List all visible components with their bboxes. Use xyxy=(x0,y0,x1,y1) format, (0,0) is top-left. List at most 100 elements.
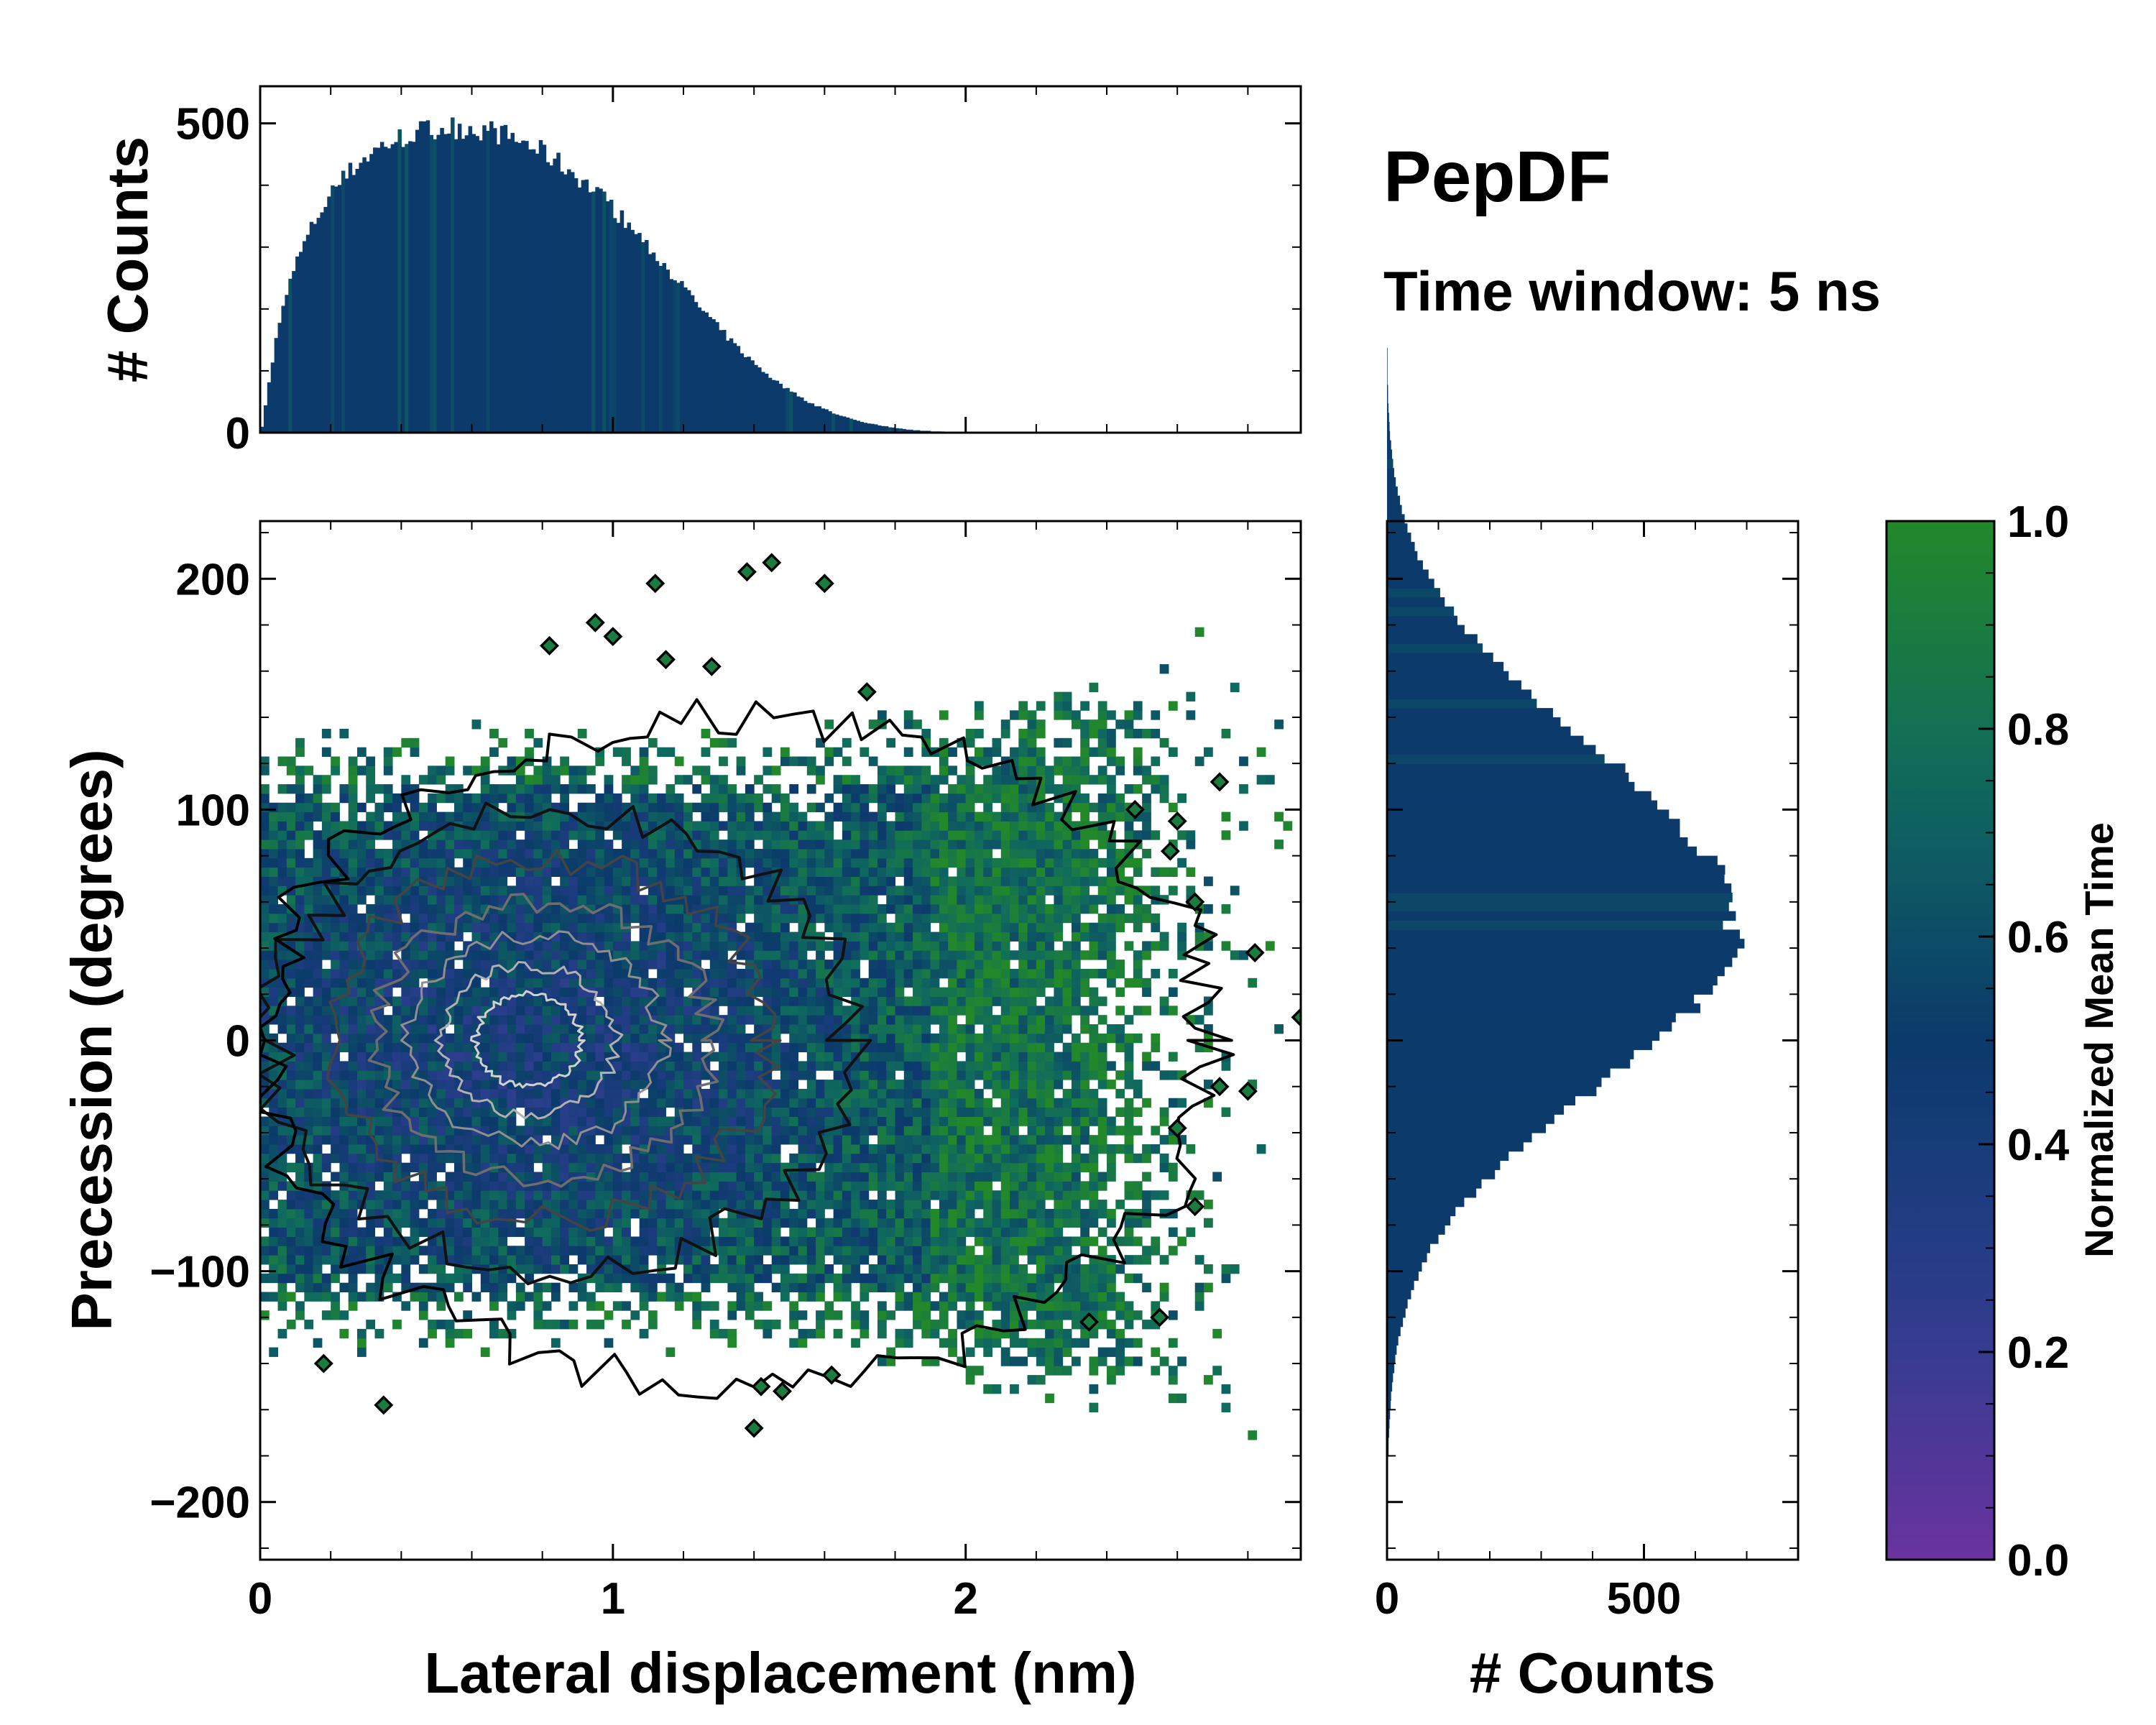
heatmap-cell xyxy=(965,1107,975,1117)
heatmap-cell xyxy=(1204,941,1213,951)
heatmap-cell xyxy=(525,932,534,942)
heatmap-cell xyxy=(780,1070,790,1080)
heatmap-cell xyxy=(833,1236,843,1246)
heatmap-cell xyxy=(286,895,296,905)
heatmap-cell xyxy=(701,1208,711,1219)
heatmap-cell xyxy=(665,1015,676,1025)
heatmap-cell xyxy=(886,1200,896,1210)
heatmap-cell xyxy=(939,1227,949,1237)
heatmap-cell xyxy=(542,1264,552,1274)
heatmap-cell xyxy=(930,1282,940,1293)
heatmap-cell xyxy=(383,1015,393,1025)
heatmap-cell xyxy=(489,1301,499,1311)
heatmap-cell xyxy=(612,913,622,924)
heatmap-cell xyxy=(374,1246,384,1256)
heatmap-cell xyxy=(877,1328,887,1339)
heatmap-cell xyxy=(1097,1070,1107,1080)
heatmap-cell xyxy=(630,1282,640,1293)
top-hist-bar xyxy=(453,139,459,433)
heatmap-cell xyxy=(868,1080,878,1090)
heatmap-cell xyxy=(418,886,428,896)
heatmap-cell xyxy=(295,968,305,979)
heatmap-cell xyxy=(418,1292,428,1302)
heatmap-cell xyxy=(1115,1328,1125,1339)
heatmap-cell xyxy=(374,1162,384,1173)
heatmap-cell xyxy=(348,1135,358,1145)
heatmap-cell xyxy=(719,1135,728,1145)
heatmap-cell xyxy=(992,1042,1002,1053)
heatmap-cell xyxy=(727,1052,737,1062)
heatmap-cell xyxy=(1045,1080,1054,1090)
heatmap-cell xyxy=(816,1227,825,1237)
heatmap-cell xyxy=(921,1273,931,1284)
heatmap-cell xyxy=(754,886,763,896)
heatmap-cell xyxy=(860,1024,870,1034)
heatmap-cell xyxy=(930,886,940,896)
heatmap-cell xyxy=(525,1116,534,1126)
heatmap-cell xyxy=(692,987,702,997)
heatmap-cell xyxy=(913,1033,922,1044)
heatmap-cell xyxy=(507,1227,517,1237)
heatmap-cell xyxy=(550,867,561,878)
heatmap-cell xyxy=(286,978,296,988)
heatmap-cell xyxy=(428,950,437,960)
heatmap-cell xyxy=(1151,1061,1161,1071)
heatmap-cell xyxy=(965,1200,975,1210)
heatmap-cell xyxy=(1221,1107,1231,1117)
heatmap-cell xyxy=(1036,1200,1046,1210)
heatmap-cell xyxy=(930,1255,940,1265)
heatmap-cell xyxy=(719,1070,728,1080)
heatmap-cell xyxy=(745,1153,755,1164)
heatmap-cell xyxy=(630,1061,640,1071)
heatmap-cell xyxy=(745,1255,755,1265)
heatmap-cell xyxy=(339,968,349,979)
heatmap-cell xyxy=(436,1088,446,1099)
heatmap-cell xyxy=(798,950,808,960)
heatmap-cell xyxy=(550,1200,561,1210)
heatmap-cell xyxy=(913,913,922,924)
heatmap-cell xyxy=(1080,1282,1089,1293)
heatmap-cell xyxy=(957,941,967,951)
heatmap-cell xyxy=(798,1255,808,1265)
heatmap-cell xyxy=(1027,1208,1037,1219)
heatmap-cell xyxy=(913,968,922,979)
heatmap-cell xyxy=(1142,1153,1151,1164)
heatmap-cell xyxy=(1194,1255,1204,1265)
heatmap-cell xyxy=(745,950,755,960)
heatmap-cell xyxy=(745,886,755,896)
heatmap-cell xyxy=(895,1033,905,1044)
heatmap-cell xyxy=(745,1310,755,1320)
heatmap-cell xyxy=(480,1080,490,1090)
heatmap-cell xyxy=(1018,904,1028,914)
heatmap-cell xyxy=(939,1218,949,1228)
heatmap-cell xyxy=(789,996,799,1006)
heatmap-cell xyxy=(895,1116,905,1126)
heatmap-cell xyxy=(780,1116,790,1126)
top-hist-bar xyxy=(461,139,466,433)
heatmap-cell xyxy=(445,913,455,924)
heatmap-cell xyxy=(401,996,411,1006)
heatmap-cell xyxy=(560,1052,569,1062)
heatmap-cell xyxy=(683,1153,693,1164)
heatmap-cell xyxy=(913,1301,922,1311)
heatmap-cell xyxy=(383,886,393,896)
heatmap-cell xyxy=(1036,1070,1046,1080)
heatmap-cell xyxy=(418,1024,428,1034)
heatmap-cell xyxy=(965,1310,975,1320)
heatmap-cell xyxy=(806,1181,816,1191)
heatmap-cell xyxy=(692,895,702,905)
heatmap-cell xyxy=(348,1088,358,1099)
heatmap-cell xyxy=(921,1200,931,1210)
heatmap-cell xyxy=(930,1227,940,1237)
heatmap-cell xyxy=(339,1015,349,1025)
heatmap-cell xyxy=(1124,1255,1134,1265)
top-hist-bar xyxy=(736,346,741,433)
heatmap-cell xyxy=(771,978,781,988)
heatmap-cell xyxy=(1107,1116,1116,1126)
heatmap-cell xyxy=(515,1042,525,1053)
heatmap-cell xyxy=(374,960,384,970)
heatmap-cell xyxy=(489,1181,499,1191)
heatmap-cell xyxy=(356,1227,367,1237)
heatmap-cell xyxy=(339,1144,349,1154)
